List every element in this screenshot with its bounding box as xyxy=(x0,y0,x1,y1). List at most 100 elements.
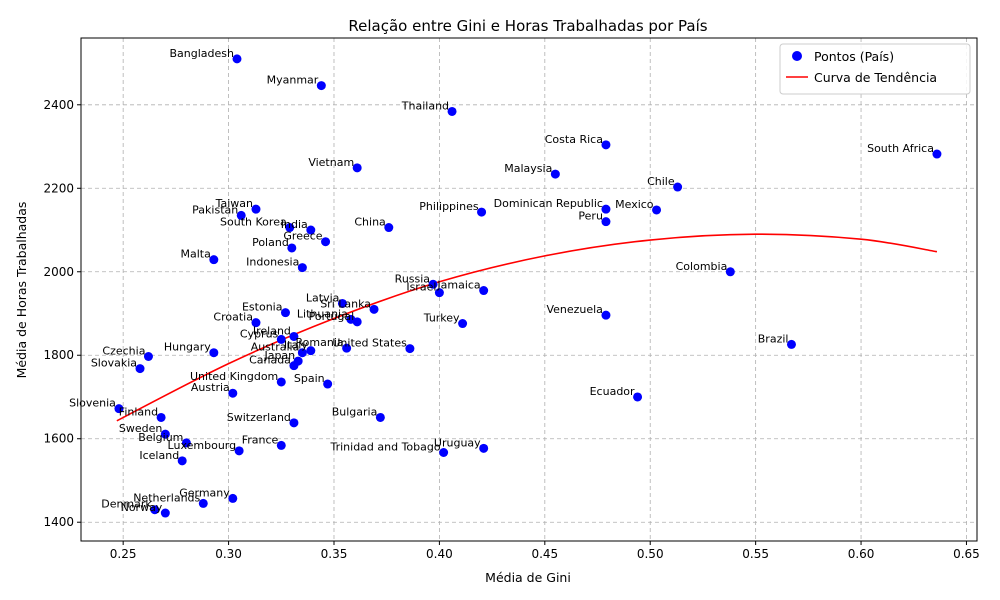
point-czechia xyxy=(143,351,153,361)
point-cyprus xyxy=(276,334,286,344)
point-label: Jamaica xyxy=(436,279,480,292)
point-india xyxy=(306,225,316,235)
point-bangladesh xyxy=(232,54,242,64)
point-denmark xyxy=(150,505,160,515)
point-estonia xyxy=(280,308,290,318)
point-israel xyxy=(434,288,444,298)
point-label: Hungary xyxy=(164,341,211,354)
point-label: Lithuania xyxy=(297,307,348,320)
x-tick-label: 0.35 xyxy=(321,547,348,561)
point-label: Portugal xyxy=(309,310,355,323)
point-label: Thailand xyxy=(401,99,449,112)
point-label: Venezuela xyxy=(546,303,603,316)
point-uruguay xyxy=(479,443,489,453)
point-label: Myanmar xyxy=(267,74,319,87)
point-poland xyxy=(287,243,297,253)
point-belgium xyxy=(181,438,191,448)
point-netherlands xyxy=(198,498,208,508)
point-greece xyxy=(321,237,331,247)
y-tick-label: 2000 xyxy=(43,265,74,279)
point-label: Russia xyxy=(395,272,430,285)
point-chile xyxy=(673,182,683,192)
trend-curve xyxy=(116,233,938,422)
point-label: Taiwan xyxy=(215,197,253,210)
point-label: Slovenia xyxy=(69,397,116,410)
point-mexico xyxy=(652,205,662,215)
point-label: Israel xyxy=(406,281,436,294)
y-axis-label: Média de Horas Trabalhadas xyxy=(14,202,29,379)
y-tick-label: 1600 xyxy=(43,432,74,446)
y-tick-label: 2200 xyxy=(43,181,74,195)
point-hungary xyxy=(209,348,219,358)
point-label: Italy xyxy=(284,339,308,352)
point-romania xyxy=(342,343,352,353)
point-label: Vietnam xyxy=(308,156,354,169)
point-philippines xyxy=(477,207,487,217)
point-label: Romania xyxy=(296,336,344,349)
point-sri-lanka xyxy=(369,304,379,314)
point-label: Switzerland xyxy=(227,411,291,424)
point-dominican-republic xyxy=(601,204,611,214)
point-pakistan xyxy=(236,210,246,220)
point-malta xyxy=(209,255,219,265)
point-label: Malta xyxy=(180,248,210,261)
chart-title: Relação entre Gini e Horas Trabalhadas p… xyxy=(348,17,707,35)
legend-label-trend: Curva de Tendência xyxy=(814,70,937,85)
x-tick-label: 0.50 xyxy=(637,547,664,561)
point-label: Germany xyxy=(179,486,230,499)
point-slovenia xyxy=(114,404,124,414)
point-label: Costa Rica xyxy=(545,133,603,146)
trend-curve-layer xyxy=(116,233,938,422)
point-indonesia xyxy=(297,263,307,273)
point-label: United States xyxy=(332,337,407,350)
point-label: Trinidad and Tobago xyxy=(329,441,440,454)
point-brazil xyxy=(786,339,796,349)
point-label: India xyxy=(281,218,308,231)
point-venezuela xyxy=(601,310,611,320)
point-finland xyxy=(156,412,166,422)
point-turkey xyxy=(458,319,468,329)
point-label: United Kingdom xyxy=(190,370,278,383)
point-label: France xyxy=(242,433,279,446)
point-taiwan xyxy=(251,204,261,214)
point-latvia xyxy=(337,298,347,308)
point-vietnam xyxy=(352,163,362,173)
x-tick-label: 0.60 xyxy=(848,547,875,561)
point-label: Pakistan xyxy=(192,203,238,216)
point-label: Austria xyxy=(191,381,230,394)
point-label: Ireland xyxy=(253,324,291,337)
point-south-africa xyxy=(932,149,942,159)
point-united-states xyxy=(405,344,415,354)
x-axis-label: Média de Gini xyxy=(485,570,571,585)
x-tick-label: 0.30 xyxy=(215,547,242,561)
point-thailand xyxy=(447,106,457,116)
point-label: Greece xyxy=(283,230,322,243)
point-label: Cyprus xyxy=(240,327,279,340)
point-label: Australia xyxy=(251,341,300,354)
legend-marker-points xyxy=(792,51,802,61)
legend: Pontos (País) Curva de Tendência xyxy=(779,43,971,95)
point-trinidad-and-tobago xyxy=(439,448,449,458)
point-label: Croatia xyxy=(213,311,253,324)
point-label: Belgium xyxy=(138,431,183,444)
point-bulgaria xyxy=(375,412,385,422)
point-ecuador xyxy=(633,392,643,402)
point-ireland xyxy=(289,331,299,341)
point-jamaica xyxy=(479,286,489,296)
point-label: Norway xyxy=(121,501,163,514)
legend-label-points: Pontos (País) xyxy=(814,49,894,64)
x-tick-label: 0.25 xyxy=(110,547,137,561)
gridlines xyxy=(81,38,977,541)
point-costa-rica xyxy=(601,140,611,150)
point-label: Bulgaria xyxy=(332,405,378,418)
point-label: Turkey xyxy=(423,312,460,325)
point-label: Bangladesh xyxy=(170,47,235,60)
point-label: Latvia xyxy=(306,291,340,304)
point-spain xyxy=(323,379,333,389)
point-label: Malaysia xyxy=(504,162,552,175)
point-label: Netherlands xyxy=(133,491,200,504)
x-tick-label: 0.65 xyxy=(953,547,980,561)
point-label: Spain xyxy=(294,372,325,385)
point-sweden xyxy=(160,429,170,439)
x-tick-label: 0.40 xyxy=(426,547,453,561)
